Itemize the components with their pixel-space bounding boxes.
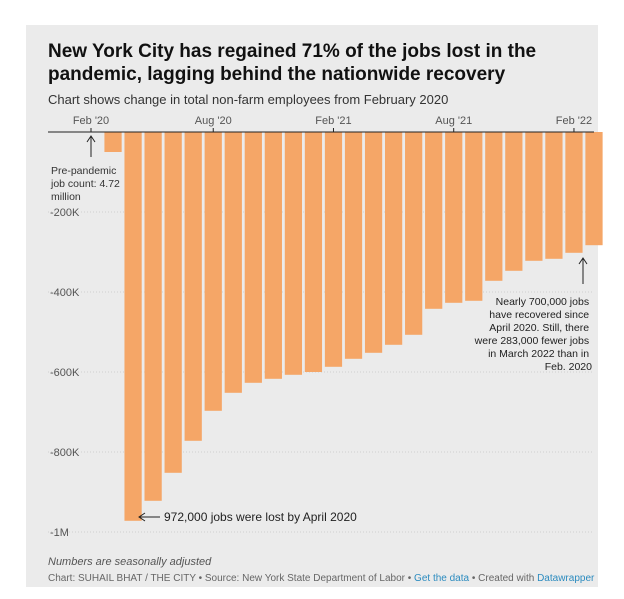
pre-pandemic-label: Pre-pandemic job count: 4.72 million xyxy=(50,165,123,203)
bar xyxy=(585,132,603,246)
y-tick-label: -1M xyxy=(50,527,69,539)
bar xyxy=(204,132,222,411)
y-tick-label: -800K xyxy=(50,447,80,459)
recovery-arrowhead xyxy=(578,257,588,265)
y-tick-label: -600K xyxy=(50,367,80,379)
bar xyxy=(304,132,323,372)
footer-separator: • Created with xyxy=(469,573,538,584)
bar xyxy=(545,132,563,259)
bar xyxy=(445,132,463,303)
bar-chart: -200K-400K-600K-800K-1M Feb '20 Aug '20 Fe… xyxy=(48,115,603,539)
bar xyxy=(465,132,483,301)
get-data-link[interactable]: Get the data xyxy=(414,573,470,584)
recovery-annotation: Nearly 700,000 jobs have recovered since… xyxy=(474,257,592,373)
chart-subtitle: Chart shows change in total non-farm emp… xyxy=(48,92,449,107)
bar xyxy=(485,132,503,281)
bar xyxy=(505,132,523,271)
footer: Chart: SUHAIL BHAT / THE CITY • Source: … xyxy=(48,573,594,584)
bar xyxy=(224,132,242,393)
x-tick-label: Feb '22 xyxy=(556,115,592,127)
bar xyxy=(405,132,423,335)
x-axis: Feb '20 Aug '20 Feb '21 Aug '21 Feb '22 xyxy=(48,115,594,133)
chart-title: New York City has regained 71% of the jo… xyxy=(48,41,537,85)
datawrapper-link[interactable]: Datawrapper xyxy=(537,573,595,584)
y-tick-label: -400K xyxy=(50,287,80,299)
bar xyxy=(425,132,443,309)
bar xyxy=(244,132,262,383)
y-tick-label: -200K xyxy=(50,207,80,219)
pre-pandemic-arrowhead xyxy=(86,135,96,143)
low-point-arrowhead xyxy=(138,512,146,522)
bar xyxy=(284,132,303,375)
bar xyxy=(184,132,202,441)
recovery-label: Nearly 700,000 jobs have recovered since… xyxy=(474,296,592,373)
x-tick-label: Feb '20 xyxy=(73,115,109,127)
bar xyxy=(324,132,343,367)
bar xyxy=(344,132,363,359)
bar xyxy=(364,132,383,353)
x-tick-label: Aug '20 xyxy=(195,115,232,127)
low-point-annotation: 972,000 jobs were lost by April 2020 xyxy=(138,510,357,524)
bar xyxy=(104,132,122,152)
bar xyxy=(264,132,282,379)
bar xyxy=(565,132,583,253)
x-tick-label: Aug '21 xyxy=(435,115,472,127)
bar xyxy=(144,132,162,501)
bar xyxy=(124,132,142,521)
bar xyxy=(384,132,403,345)
bar xyxy=(164,132,182,473)
bar xyxy=(525,132,543,261)
y-axis-labels: -200K -400K -600K -800K -1M xyxy=(50,207,80,539)
footnote: Numbers are seasonally adjusted xyxy=(48,556,212,568)
low-point-label: 972,000 jobs were lost by April 2020 xyxy=(164,510,357,524)
bars xyxy=(104,132,603,521)
footer-credit: Chart: SUHAIL BHAT / THE CITY • Source: … xyxy=(48,573,415,584)
pre-pandemic-annotation: Pre-pandemic job count: 4.72 million xyxy=(50,135,123,203)
x-tick-label: Feb '21 xyxy=(315,115,351,127)
